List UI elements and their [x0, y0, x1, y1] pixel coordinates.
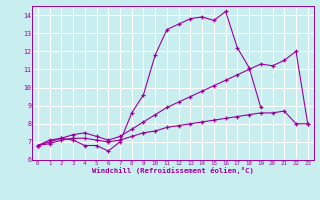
X-axis label: Windchill (Refroidissement éolien,°C): Windchill (Refroidissement éolien,°C) — [92, 167, 254, 174]
